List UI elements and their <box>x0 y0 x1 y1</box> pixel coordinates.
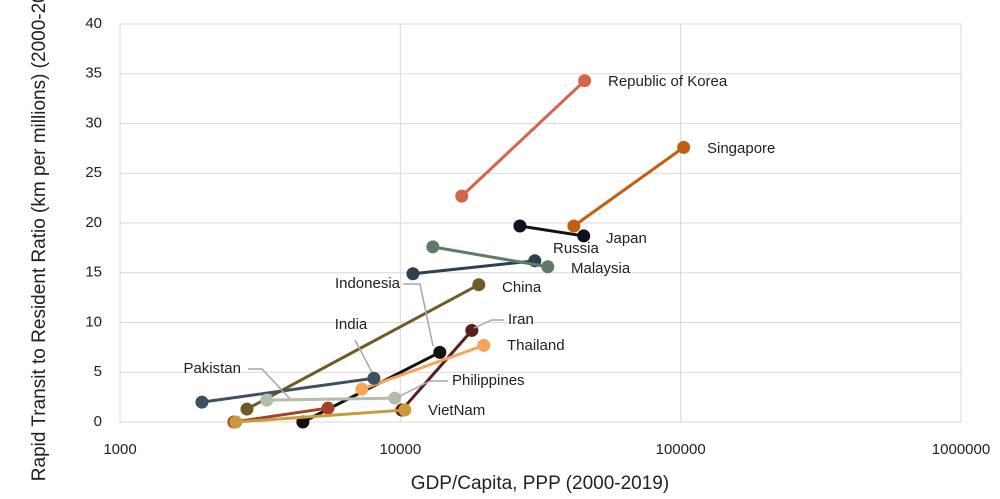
series-label: China <box>502 279 542 296</box>
series-line <box>573 146 685 228</box>
point <box>477 338 491 352</box>
y-tick-label: 15 <box>85 264 102 281</box>
point <box>260 393 274 407</box>
series-label: Iran <box>508 311 534 328</box>
series-label: Philippines <box>452 372 525 389</box>
series-line <box>266 396 395 402</box>
series-label: Thailand <box>507 337 565 354</box>
leader-line <box>403 283 434 347</box>
series-label: Republic of Korea <box>608 73 728 90</box>
series-line <box>432 245 549 269</box>
series-label: Russia <box>553 240 600 257</box>
x-tick-label: 100000 <box>656 441 706 458</box>
point <box>455 189 469 203</box>
series-line <box>201 376 375 404</box>
y-tick-label: 40 <box>85 15 102 32</box>
point <box>577 229 591 243</box>
series-label: Malaysia <box>571 260 631 277</box>
point <box>229 415 243 429</box>
point <box>367 371 381 385</box>
x-tick-label: 1000 <box>103 441 136 458</box>
series-label: India <box>335 316 368 333</box>
y-tick-label: 25 <box>85 164 102 181</box>
point <box>465 323 479 337</box>
series-label: Pakistan <box>183 360 241 377</box>
point <box>541 260 555 274</box>
point <box>195 395 209 409</box>
series-line <box>400 329 473 412</box>
series-label: Japan <box>606 230 647 247</box>
leader-line <box>397 380 448 398</box>
point <box>578 74 592 88</box>
series-line <box>361 343 485 391</box>
y-tick-label: 10 <box>85 313 102 330</box>
x-tick-label: 10000 <box>379 441 421 458</box>
point <box>567 219 581 233</box>
series-label: VietNam <box>428 402 485 419</box>
series-line <box>235 408 405 424</box>
point <box>388 391 402 405</box>
y-tick-label: 30 <box>85 114 102 131</box>
y-tick-label: 20 <box>85 214 102 231</box>
y-axis-title: Rapid Transit to Resident Ratio (km per … <box>29 0 50 481</box>
x-axis-title: GDP/Capita, PPP (2000-2019) <box>411 473 669 494</box>
leader-line <box>354 339 376 379</box>
point <box>426 240 440 254</box>
point <box>355 382 369 396</box>
y-tick-label: 5 <box>94 363 102 380</box>
series-line <box>460 79 586 198</box>
series-line <box>519 224 584 238</box>
point <box>513 219 527 233</box>
point <box>677 140 691 154</box>
leader-line <box>473 319 504 329</box>
leader-line <box>248 368 293 402</box>
point <box>321 401 335 415</box>
series-label: Indonesia <box>335 275 401 292</box>
point <box>398 403 412 417</box>
series-line <box>246 283 480 411</box>
series-label: Singapore <box>707 140 775 157</box>
x-tick-label: 1000000 <box>932 441 990 458</box>
point <box>240 402 254 416</box>
y-tick-label: 0 <box>94 413 102 430</box>
series-line <box>412 259 535 276</box>
point <box>433 345 447 359</box>
point <box>472 278 486 292</box>
point <box>406 267 420 281</box>
y-tick-label: 35 <box>85 65 102 82</box>
